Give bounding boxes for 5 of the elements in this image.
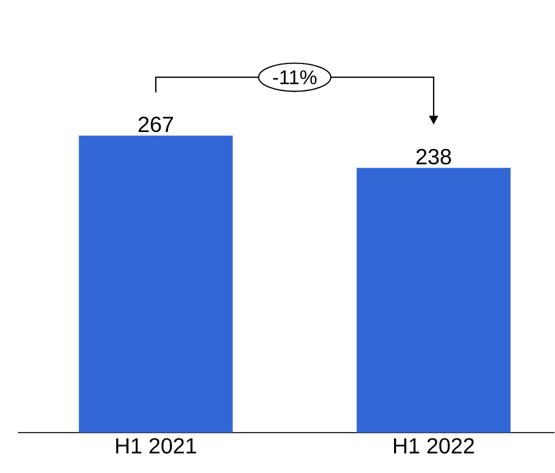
data-label: 238 — [416, 149, 451, 165]
data-label: 267 — [138, 116, 173, 132]
x-tick-label: H1 2022 — [394, 438, 474, 454]
text: -11% — [273, 70, 316, 84]
x-tick-label: H1 2021 — [116, 438, 196, 454]
